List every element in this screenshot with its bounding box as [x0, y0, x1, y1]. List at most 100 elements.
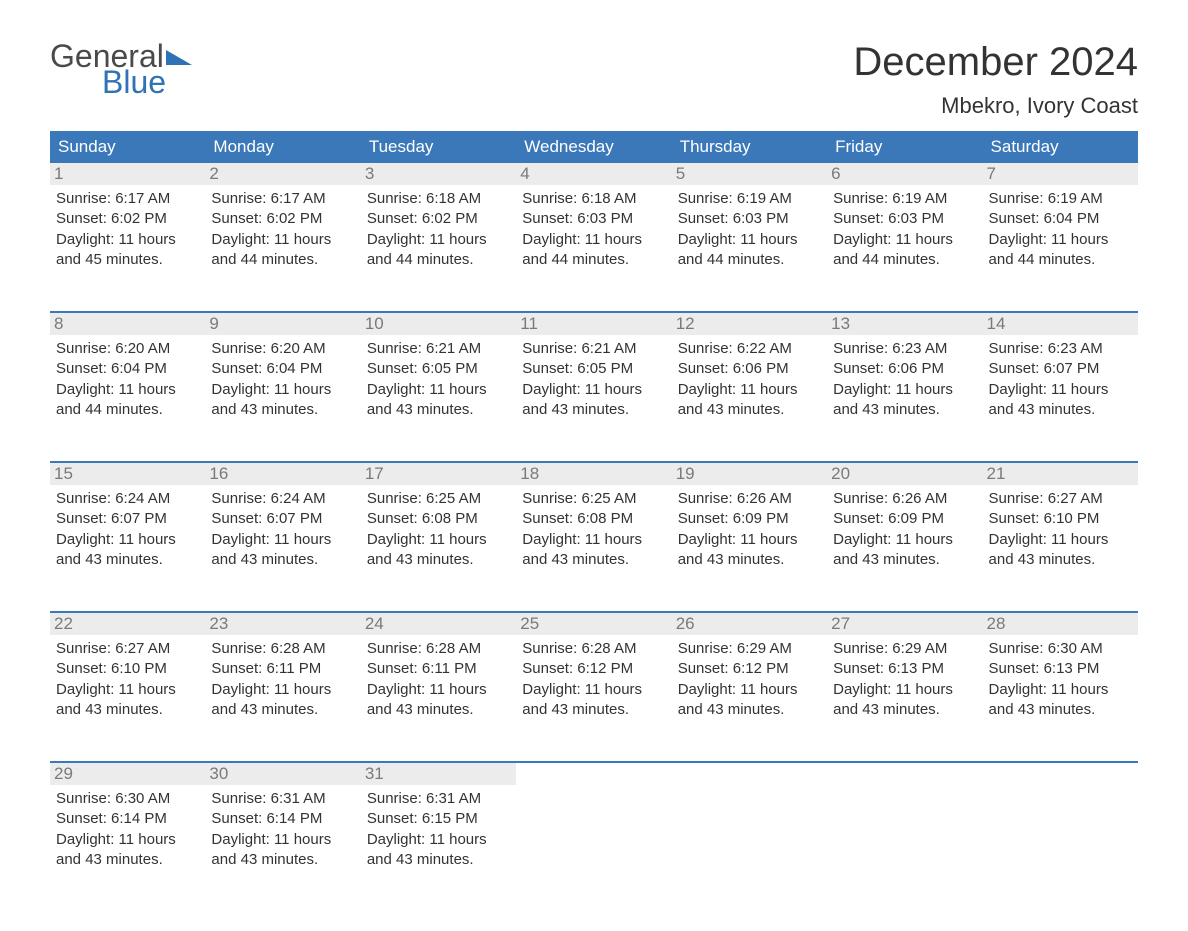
day-detail-line: Sunset: 6:15 PM — [367, 809, 510, 829]
day-detail-line: Daylight: 11 hours — [989, 380, 1132, 400]
day-detail-line: Sunrise: 6:19 AM — [833, 189, 976, 209]
day-number: 19 — [672, 463, 827, 485]
day-number: 14 — [983, 313, 1138, 335]
day-detail-line: Sunset: 6:04 PM — [56, 359, 199, 379]
day-number: 2 — [205, 163, 360, 185]
dow-header: Friday — [827, 131, 982, 163]
day-detail-line: and 43 minutes. — [367, 850, 510, 870]
day-detail-line: Sunrise: 6:17 AM — [56, 189, 199, 209]
day-details: Sunrise: 6:24 AMSunset: 6:07 PMDaylight:… — [211, 489, 354, 570]
day-details: Sunrise: 6:30 AMSunset: 6:13 PMDaylight:… — [989, 639, 1132, 720]
calendar-day: . — [983, 763, 1138, 891]
day-details: Sunrise: 6:22 AMSunset: 6:06 PMDaylight:… — [678, 339, 821, 420]
day-number: 8 — [50, 313, 205, 335]
calendar-day: 7Sunrise: 6:19 AMSunset: 6:04 PMDaylight… — [983, 163, 1138, 291]
calendar-day: 20Sunrise: 6:26 AMSunset: 6:09 PMDayligh… — [827, 463, 982, 591]
day-detail-line: and 44 minutes. — [833, 250, 976, 270]
location-label: Mbekro, Ivory Coast — [853, 93, 1138, 119]
day-detail-line: Sunrise: 6:30 AM — [56, 789, 199, 809]
day-detail-line: and 43 minutes. — [522, 400, 665, 420]
dow-header: Tuesday — [361, 131, 516, 163]
calendar-day: 24Sunrise: 6:28 AMSunset: 6:11 PMDayligh… — [361, 613, 516, 741]
day-detail-line: Sunset: 6:02 PM — [56, 209, 199, 229]
day-detail-line: Daylight: 11 hours — [56, 680, 199, 700]
day-number: 23 — [205, 613, 360, 635]
day-details: Sunrise: 6:25 AMSunset: 6:08 PMDaylight:… — [522, 489, 665, 570]
day-number: 29 — [50, 763, 205, 785]
day-detail-line: Sunrise: 6:25 AM — [522, 489, 665, 509]
calendar-day: 21Sunrise: 6:27 AMSunset: 6:10 PMDayligh… — [983, 463, 1138, 591]
day-number: 28 — [983, 613, 1138, 635]
day-detail-line: Sunrise: 6:26 AM — [833, 489, 976, 509]
day-details: Sunrise: 6:28 AMSunset: 6:11 PMDaylight:… — [367, 639, 510, 720]
day-number: 20 — [827, 463, 982, 485]
day-detail-line: Daylight: 11 hours — [833, 680, 976, 700]
day-detail-line: Daylight: 11 hours — [522, 680, 665, 700]
day-detail-line: Daylight: 11 hours — [211, 230, 354, 250]
calendar-week: 15Sunrise: 6:24 AMSunset: 6:07 PMDayligh… — [50, 461, 1138, 591]
day-detail-line: and 43 minutes. — [56, 550, 199, 570]
day-details: Sunrise: 6:19 AMSunset: 6:04 PMDaylight:… — [989, 189, 1132, 270]
day-detail-line: and 43 minutes. — [522, 550, 665, 570]
day-details: Sunrise: 6:23 AMSunset: 6:06 PMDaylight:… — [833, 339, 976, 420]
day-detail-line: and 44 minutes. — [678, 250, 821, 270]
day-detail-line: Sunrise: 6:28 AM — [522, 639, 665, 659]
day-detail-line: Sunset: 6:03 PM — [833, 209, 976, 229]
day-detail-line: and 43 minutes. — [367, 700, 510, 720]
day-details: Sunrise: 6:31 AMSunset: 6:14 PMDaylight:… — [211, 789, 354, 870]
calendar-day: 9Sunrise: 6:20 AMSunset: 6:04 PMDaylight… — [205, 313, 360, 441]
day-details: Sunrise: 6:30 AMSunset: 6:14 PMDaylight:… — [56, 789, 199, 870]
day-detail-line: Sunset: 6:14 PM — [56, 809, 199, 829]
day-detail-line: Sunset: 6:11 PM — [211, 659, 354, 679]
day-detail-line: and 44 minutes. — [989, 250, 1132, 270]
day-detail-line: Sunset: 6:09 PM — [833, 509, 976, 529]
day-detail-line: and 45 minutes. — [56, 250, 199, 270]
day-detail-line: and 43 minutes. — [989, 700, 1132, 720]
day-detail-line: Daylight: 11 hours — [678, 680, 821, 700]
day-detail-line: Sunrise: 6:31 AM — [211, 789, 354, 809]
calendar-day: 2Sunrise: 6:17 AMSunset: 6:02 PMDaylight… — [205, 163, 360, 291]
day-details: Sunrise: 6:25 AMSunset: 6:08 PMDaylight:… — [367, 489, 510, 570]
day-detail-line: Sunset: 6:07 PM — [211, 509, 354, 529]
day-details: Sunrise: 6:17 AMSunset: 6:02 PMDaylight:… — [56, 189, 199, 270]
day-details: Sunrise: 6:21 AMSunset: 6:05 PMDaylight:… — [522, 339, 665, 420]
day-detail-line: Daylight: 11 hours — [367, 680, 510, 700]
dow-header: Sunday — [50, 131, 205, 163]
day-detail-line: Daylight: 11 hours — [211, 830, 354, 850]
calendar-day: 26Sunrise: 6:29 AMSunset: 6:12 PMDayligh… — [672, 613, 827, 741]
day-detail-line: and 43 minutes. — [211, 400, 354, 420]
day-detail-line: Daylight: 11 hours — [367, 830, 510, 850]
calendar-day: 25Sunrise: 6:28 AMSunset: 6:12 PMDayligh… — [516, 613, 671, 741]
day-number: 31 — [361, 763, 516, 785]
day-number: 11 — [516, 313, 671, 335]
day-detail-line: Sunrise: 6:23 AM — [989, 339, 1132, 359]
day-detail-line: and 43 minutes. — [678, 700, 821, 720]
day-number: 26 — [672, 613, 827, 635]
day-detail-line: Daylight: 11 hours — [678, 380, 821, 400]
day-detail-line: Sunset: 6:11 PM — [367, 659, 510, 679]
day-detail-line: Sunset: 6:14 PM — [211, 809, 354, 829]
dow-header: Thursday — [672, 131, 827, 163]
calendar-day: 16Sunrise: 6:24 AMSunset: 6:07 PMDayligh… — [205, 463, 360, 591]
calendar-day: 22Sunrise: 6:27 AMSunset: 6:10 PMDayligh… — [50, 613, 205, 741]
day-details: Sunrise: 6:24 AMSunset: 6:07 PMDaylight:… — [56, 489, 199, 570]
calendar: Sunday Monday Tuesday Wednesday Thursday… — [50, 131, 1138, 891]
day-number: 6 — [827, 163, 982, 185]
day-detail-line: Sunrise: 6:27 AM — [989, 489, 1132, 509]
day-detail-line: Sunset: 6:13 PM — [989, 659, 1132, 679]
day-detail-line: and 43 minutes. — [833, 550, 976, 570]
day-detail-line: Sunset: 6:12 PM — [678, 659, 821, 679]
calendar-day: 11 Sunrise: 6:21 AMSunset: 6:05 PMDayligh… — [516, 313, 671, 441]
day-detail-line: Sunset: 6:08 PM — [522, 509, 665, 529]
day-number: 27 — [827, 613, 982, 635]
calendar-day: 5Sunrise: 6:19 AMSunset: 6:03 PMDaylight… — [672, 163, 827, 291]
calendar-day: 12Sunrise: 6:22 AMSunset: 6:06 PMDayligh… — [672, 313, 827, 441]
day-details: Sunrise: 6:27 AMSunset: 6:10 PMDaylight:… — [56, 639, 199, 720]
day-detail-line: and 43 minutes. — [367, 550, 510, 570]
day-detail-line: and 44 minutes. — [211, 250, 354, 270]
day-detail-line: Sunset: 6:04 PM — [211, 359, 354, 379]
calendar-day: . — [827, 763, 982, 891]
day-detail-line: and 43 minutes. — [367, 400, 510, 420]
day-detail-line: Sunset: 6:09 PM — [678, 509, 821, 529]
calendar-day: 13Sunrise: 6:23 AMSunset: 6:06 PMDayligh… — [827, 313, 982, 441]
